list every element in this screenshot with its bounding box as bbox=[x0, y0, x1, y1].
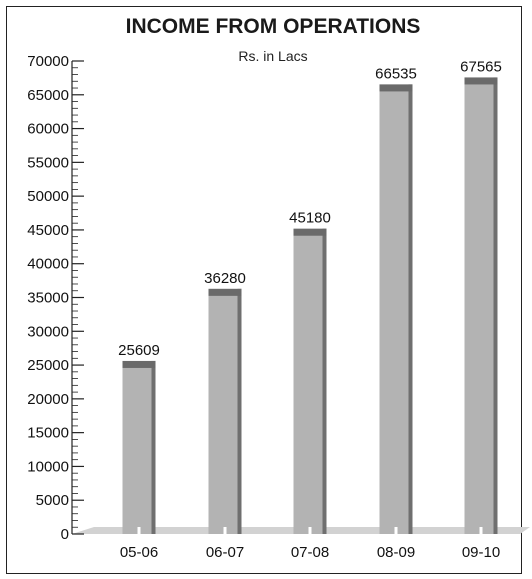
bar-shadow bbox=[151, 360, 156, 534]
y-tick-label: 15000 bbox=[27, 425, 69, 442]
y-tick-label: 30000 bbox=[27, 323, 69, 340]
bar-top bbox=[293, 228, 327, 236]
y-tick-label: 25000 bbox=[27, 357, 69, 374]
bars-group bbox=[122, 77, 498, 534]
x-tick-label: 08-09 bbox=[377, 544, 415, 561]
x-tick-label: 07-08 bbox=[291, 544, 329, 561]
bar-base-notch bbox=[479, 527, 483, 534]
y-tick-label: 35000 bbox=[27, 290, 69, 307]
chart-frame bbox=[6, 6, 522, 574]
bar-face bbox=[208, 288, 242, 534]
data-label: 66535 bbox=[375, 65, 417, 82]
x-tick-label: 06-07 bbox=[206, 544, 244, 561]
chart-title: INCOME FROM OPERATIONS bbox=[126, 15, 421, 38]
bar-top bbox=[379, 84, 413, 92]
y-axis bbox=[71, 60, 84, 535]
data-label: 25609 bbox=[118, 342, 160, 359]
bar-base-notch bbox=[137, 527, 141, 534]
y-tick-label: 70000 bbox=[27, 53, 69, 70]
bar-shadow bbox=[493, 77, 498, 534]
bar-base-notch bbox=[223, 527, 227, 534]
bar-05-06 bbox=[122, 360, 156, 534]
x-tick-label: 05-06 bbox=[120, 544, 158, 561]
y-tick-label: 10000 bbox=[27, 458, 69, 475]
labels-group: 0 5000 10000 15000 20000 25000 30000 35000 40000… bbox=[27, 53, 502, 561]
x-tick-label: 09-10 bbox=[462, 544, 500, 561]
bar-shadow bbox=[237, 288, 242, 534]
bar-face bbox=[122, 360, 156, 534]
y-tick-label: 50000 bbox=[27, 188, 69, 205]
bar-top bbox=[122, 360, 156, 368]
bar-shadow bbox=[408, 84, 413, 534]
bar-06-07 bbox=[208, 288, 242, 534]
y-tick-label: 55000 bbox=[27, 154, 69, 171]
chart-subtitle: Rs. in Lacs bbox=[238, 48, 307, 64]
bar-top bbox=[464, 77, 498, 85]
data-label: 67565 bbox=[460, 58, 502, 75]
bar-face bbox=[293, 228, 327, 534]
bar-08-09 bbox=[379, 84, 413, 534]
bar-face bbox=[379, 84, 413, 534]
bar-base-notch bbox=[394, 527, 398, 534]
bar-09-10 bbox=[464, 77, 498, 534]
bar-base-notch bbox=[308, 527, 312, 534]
bar-top bbox=[208, 288, 242, 296]
y-tick-label: 60000 bbox=[27, 121, 69, 138]
y-tick-label: 40000 bbox=[27, 256, 69, 273]
y-tick-label: 65000 bbox=[27, 87, 69, 104]
data-label: 45180 bbox=[289, 210, 331, 227]
y-tick-label: 5000 bbox=[36, 492, 69, 509]
y-tick-label: 45000 bbox=[27, 222, 69, 239]
data-label: 36280 bbox=[204, 270, 246, 287]
bar-07-08 bbox=[293, 228, 327, 534]
bar-face bbox=[464, 77, 498, 534]
y-tick-label: 20000 bbox=[27, 391, 69, 408]
y-tick-label: 0 bbox=[61, 526, 69, 543]
bar-shadow bbox=[322, 228, 327, 534]
